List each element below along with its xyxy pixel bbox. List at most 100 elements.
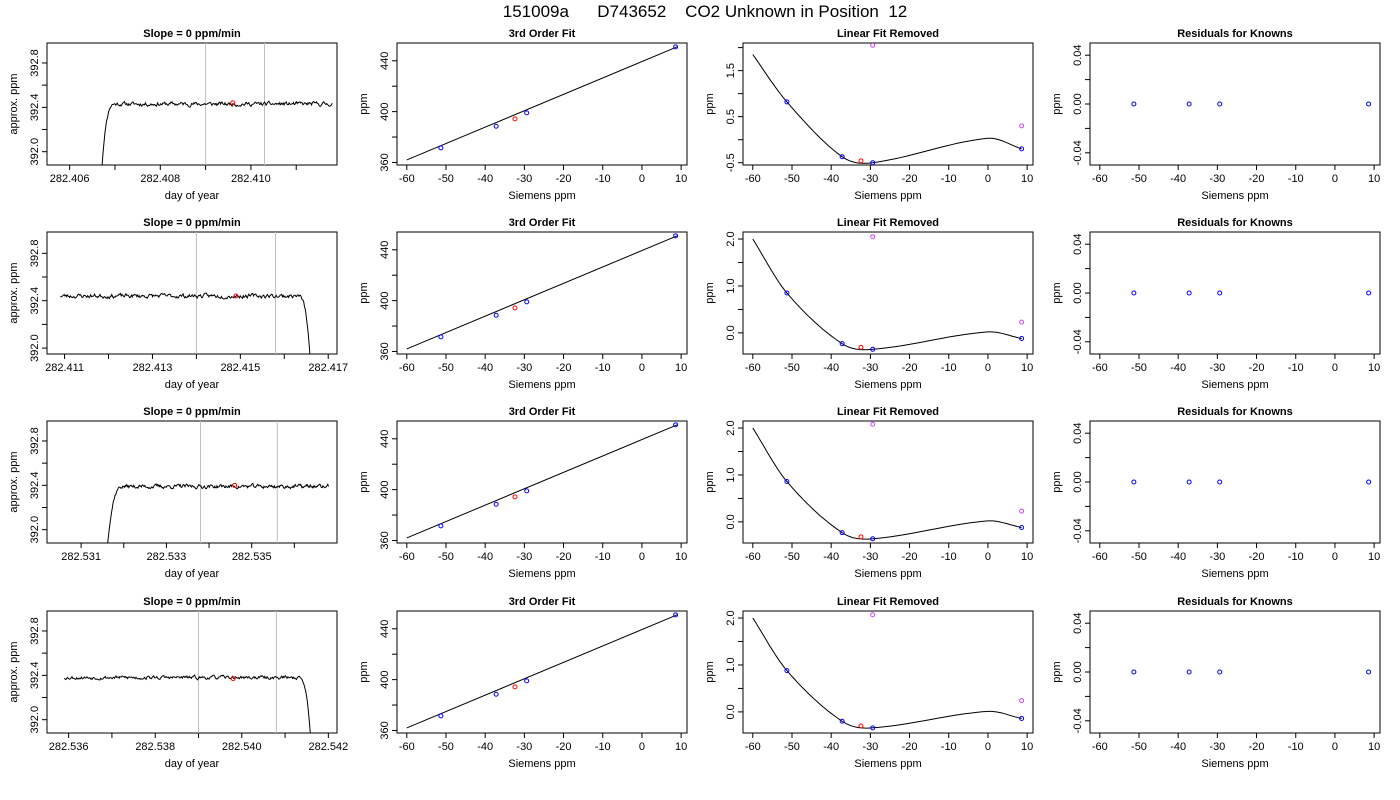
y-axis-label: ppm [1051, 661, 1063, 682]
plot-area [406, 44, 679, 161]
unknown-sample-point [512, 305, 518, 311]
x-tick-label: -40 [823, 362, 839, 374]
panel-r2c1: Slope = 0 ppm/min 282.411 282.413 282.415 28… [8, 217, 348, 391]
x-tick-label: -10 [941, 362, 957, 374]
fit-curve [752, 427, 1022, 540]
x-tick-label: -60 [1092, 173, 1108, 185]
known-standard-point [524, 678, 530, 684]
x-tick-label: -20 [1249, 173, 1265, 185]
known-standard-point [493, 123, 499, 129]
x-tick-label: 0 [1332, 741, 1338, 753]
x-tick-label: -50 [784, 173, 800, 185]
x-tick-label: -40 [1170, 741, 1186, 753]
x-axis-label: Siemens ppm [854, 758, 921, 770]
x-tick-label: -20 [902, 741, 918, 753]
y-tick-label: 1.0 [725, 657, 737, 672]
plot-frame [1089, 610, 1381, 734]
excluded-point [870, 234, 876, 240]
x-tick-label: 282.408 [140, 173, 180, 185]
plot-frame [1089, 231, 1381, 355]
y-tick-label: 2.0 [725, 231, 737, 246]
x-tick-label: 0 [985, 173, 991, 185]
plot-frame [396, 610, 688, 734]
x-tick-label: -30 [862, 741, 878, 753]
x-tick-label: -50 [438, 551, 454, 563]
plot-area [406, 233, 679, 350]
plot-area [63, 611, 311, 733]
x-tick-label: -50 [1131, 741, 1147, 753]
plot-frame [46, 610, 338, 734]
concentration-trace [63, 674, 311, 733]
x-tick-label: -10 [1288, 362, 1304, 374]
x-tick-label: 282.533 [147, 551, 187, 563]
known-standard-point [784, 668, 790, 674]
unknown-sample-point [858, 534, 864, 540]
x-tick-label: 282.531 [61, 551, 101, 563]
x-tick-label: -20 [1249, 741, 1265, 753]
plot-frame [396, 420, 688, 544]
x-tick-label: -40 [823, 173, 839, 185]
x-tick-label: 282.538 [135, 741, 175, 753]
x-tick-label: -20 [556, 741, 572, 753]
x-tick-label: -40 [1170, 173, 1186, 185]
panel-r2c3: Linear Fit Removed -60 -50 -40 -30 -20 -10 0 10 S… [704, 217, 1034, 391]
panel-r4c4: Residuals for Knowns -60 -50 -40 -30 -20 -10 0 1… [1051, 596, 1381, 770]
x-tick-label: 0 [1332, 173, 1338, 185]
known-standard-point [1186, 290, 1192, 296]
plot-area [101, 43, 333, 165]
plot-area [1131, 669, 1372, 675]
known-standard-point [493, 691, 499, 697]
panel-title: Slope = 0 ppm/min [143, 596, 241, 608]
x-axis-label: Siemens ppm [854, 190, 921, 202]
x-tick-label: -10 [1288, 741, 1304, 753]
x-tick-label: 282.410 [231, 173, 271, 185]
y-tick-label: 440 [379, 620, 391, 638]
x-tick-label: -10 [1288, 551, 1304, 563]
x-tick-label: -40 [823, 551, 839, 563]
x-tick-label: -30 [516, 173, 532, 185]
fit-line [406, 46, 678, 161]
x-tick-label: 282.536 [49, 741, 89, 753]
x-tick-label: -30 [862, 362, 878, 374]
known-standard-point [1019, 146, 1025, 152]
known-standard-point [839, 530, 845, 536]
x-axis-label: day of year [165, 190, 220, 202]
known-standard-point [524, 299, 530, 305]
x-tick-label: -10 [595, 551, 611, 563]
known-standard-point [1217, 479, 1223, 485]
panel-r2c4: Residuals for Knowns -60 -50 -40 -30 -20 -10 0 1… [1051, 217, 1381, 391]
y-tick-label: 440 [379, 241, 391, 259]
concentration-trace [101, 100, 333, 165]
y-tick-label: 0.00 [1072, 282, 1084, 303]
x-tick-label: -60 [399, 362, 415, 374]
panel-title: Residuals for Knowns [1177, 596, 1293, 608]
plot-frame [396, 231, 688, 355]
plot-frame [396, 42, 688, 166]
unknown-sample-point [858, 723, 864, 729]
y-tick-label: 0.00 [1072, 471, 1084, 492]
known-standard-point [870, 725, 876, 731]
excluded-point [870, 43, 876, 48]
figure-title: 151009a D743652 CO2 Unknown in Position … [503, 2, 907, 21]
panel-r1c4: Residuals for Knowns -60 -50 -40 -30 -20 -10 0 1… [1051, 28, 1381, 202]
panel-r1c2: 3rd Order Fit -60 -50 -40 -30 -20 -10 0 10 Siemen… [358, 28, 688, 202]
x-tick-label: -60 [399, 551, 415, 563]
known-standard-point [839, 341, 845, 347]
y-tick-label: 392.8 [29, 49, 41, 77]
panel-title: Residuals for Knowns [1177, 28, 1293, 40]
x-tick-label: -60 [745, 741, 761, 753]
y-tick-label: 0.0 [725, 325, 737, 340]
known-standard-point [1186, 479, 1192, 485]
x-tick-label: -30 [516, 551, 532, 563]
x-tick-label: -30 [1209, 741, 1225, 753]
x-tick-label: 10 [675, 173, 687, 185]
y-tick-label: 392.8 [29, 427, 41, 455]
known-standard-point [1366, 290, 1372, 296]
known-standard-point [1131, 669, 1137, 675]
panel-title: Slope = 0 ppm/min [143, 217, 241, 229]
unknown-sample-point [512, 494, 518, 500]
x-tick-label: -10 [941, 741, 957, 753]
unknown-sample-point [512, 684, 518, 690]
unknown-sample-point [512, 116, 518, 122]
